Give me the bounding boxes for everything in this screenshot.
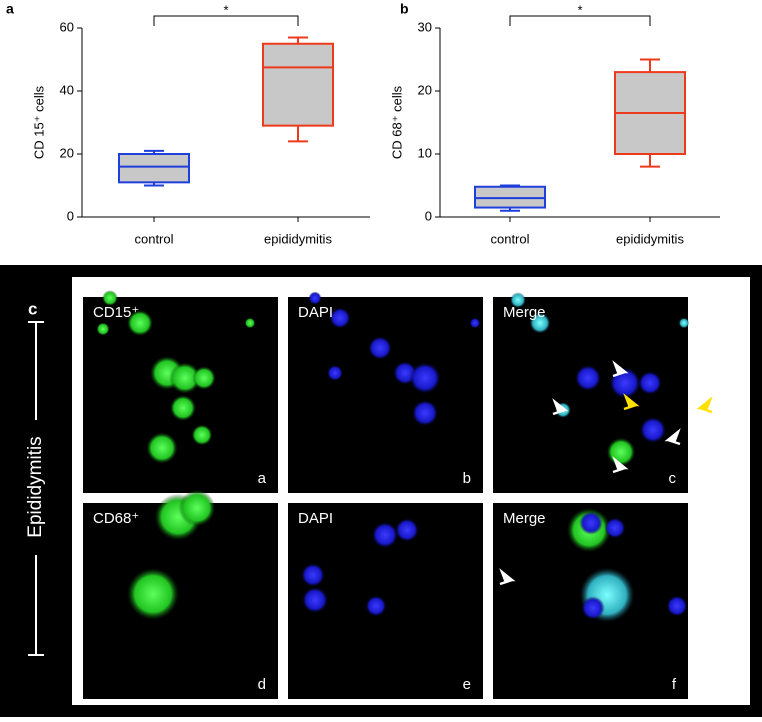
cell <box>469 317 481 329</box>
micrograph-letter: e <box>463 676 471 693</box>
micrograph-title: Merge <box>503 510 546 527</box>
y-tick-label: 0 <box>67 208 74 223</box>
micrograph-letter: b <box>463 470 471 487</box>
cell <box>666 595 688 617</box>
cell <box>368 336 392 360</box>
cell <box>395 518 419 542</box>
significance-bracket <box>153 15 299 26</box>
panel-label: a <box>6 1 14 17</box>
panel-label: b <box>400 1 409 17</box>
cell <box>372 522 398 548</box>
cell <box>579 511 603 535</box>
cell <box>127 568 179 620</box>
cell <box>192 366 216 390</box>
arrow <box>612 360 629 378</box>
y-axis-label: CD 68⁺ cells <box>389 85 404 159</box>
x-tick-label: control <box>490 231 529 246</box>
y-tick-label: 0 <box>425 208 432 223</box>
cell <box>640 417 666 443</box>
x-tick-label: epididymitis <box>264 231 332 246</box>
cell <box>169 362 201 394</box>
y-tick-label: 60 <box>60 19 74 34</box>
cell <box>529 312 551 334</box>
row-label: Epididymitis <box>25 436 46 537</box>
micrograph <box>83 297 278 493</box>
cell <box>329 307 351 329</box>
cell <box>308 291 322 305</box>
cell <box>302 587 328 613</box>
y-tick-label: 10 <box>418 145 432 160</box>
arrow <box>552 398 569 416</box>
cell <box>178 489 216 527</box>
micrograph <box>288 297 483 493</box>
cell <box>606 437 636 467</box>
significance: * <box>577 2 582 17</box>
arrow <box>664 428 681 446</box>
arrow <box>689 350 706 368</box>
cell <box>102 290 118 306</box>
micrograph-title: Merge <box>503 304 546 321</box>
cell <box>409 362 441 394</box>
micrograph-title: CD68⁺ <box>93 510 139 527</box>
cell <box>575 365 601 391</box>
micrograph-title: DAPI <box>298 304 333 321</box>
cell <box>638 371 662 395</box>
cell <box>244 317 256 329</box>
row-bracket <box>28 321 44 656</box>
row-label-strip <box>12 277 72 705</box>
cell <box>127 310 153 336</box>
cell <box>191 424 213 446</box>
y-tick-label: 20 <box>60 145 74 160</box>
arrow <box>623 393 640 411</box>
y-tick-label: 40 <box>60 82 74 97</box>
y-tick-label: 20 <box>418 82 432 97</box>
micrograph <box>493 297 688 493</box>
cell <box>365 595 387 617</box>
x-tick-label: epididymitis <box>616 231 684 246</box>
cell <box>678 317 690 329</box>
cell <box>604 517 626 539</box>
significance-bracket <box>509 15 651 26</box>
micrograph-title: DAPI <box>298 510 333 527</box>
panel-c-label: c <box>28 299 37 318</box>
cell <box>301 563 325 587</box>
arrow <box>612 456 629 474</box>
cell <box>412 400 438 426</box>
box <box>118 153 190 184</box>
micrograph-letter: f <box>672 676 677 693</box>
box <box>262 42 334 127</box>
x-tick-label: control <box>134 231 173 246</box>
cell <box>170 395 196 421</box>
micrograph-letter: a <box>258 470 267 487</box>
y-tick-label: 30 <box>418 19 432 34</box>
cell <box>510 292 526 308</box>
arrow <box>696 396 713 414</box>
cell <box>327 365 343 381</box>
micrograph-title: CD15⁺ <box>93 304 139 321</box>
significance: * <box>223 2 228 17</box>
cell <box>146 432 178 464</box>
micrographs: CD15⁺ a DAPI b Merge c CD68⁺ d DAPI e Merge f <box>83 290 713 699</box>
arrow <box>499 568 516 586</box>
arrow <box>696 548 713 566</box>
micrograph-letter: c <box>669 470 677 487</box>
y-axis-label: CD 15⁺ cells <box>31 85 46 159</box>
micrograph-letter: d <box>258 676 266 693</box>
cell <box>581 596 605 620</box>
cell <box>96 322 110 336</box>
